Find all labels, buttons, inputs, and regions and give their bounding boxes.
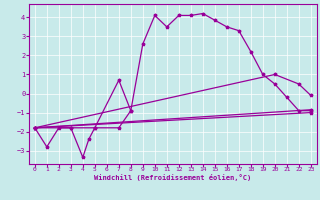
X-axis label: Windchill (Refroidissement éolien,°C): Windchill (Refroidissement éolien,°C) — [94, 174, 252, 181]
